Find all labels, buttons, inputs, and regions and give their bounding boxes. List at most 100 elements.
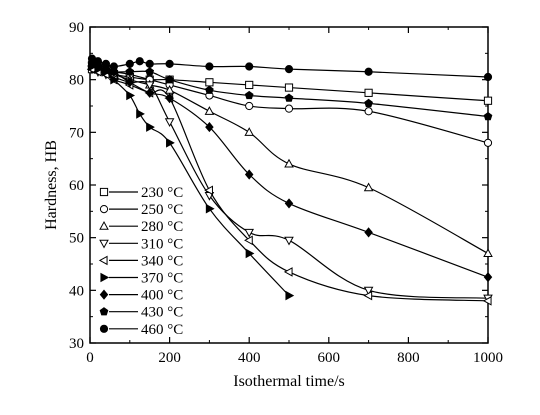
data-point bbox=[245, 248, 255, 259]
data-point bbox=[135, 57, 144, 66]
y-tick-label: 30 bbox=[69, 336, 84, 352]
data-point bbox=[126, 90, 135, 101]
data-point bbox=[483, 96, 493, 105]
data-point bbox=[166, 138, 175, 148]
data-point bbox=[285, 290, 295, 301]
legend-label: 340 °C bbox=[141, 253, 183, 269]
data-point bbox=[284, 83, 294, 92]
data-point bbox=[164, 118, 175, 127]
data-point bbox=[125, 77, 135, 88]
data-point bbox=[205, 121, 214, 133]
data-point bbox=[363, 286, 374, 296]
y-tick-labels: 30 40 50 60 70 80 90 bbox=[69, 20, 84, 352]
data-point bbox=[364, 88, 373, 97]
data-point bbox=[364, 67, 373, 76]
data-point bbox=[284, 198, 294, 209]
legend-entry: 430 °C bbox=[99, 305, 183, 321]
legend-label: 400 °C bbox=[141, 288, 183, 304]
legend-entry: 460 °C bbox=[99, 322, 183, 338]
data-point bbox=[205, 85, 214, 94]
data-point bbox=[363, 182, 374, 192]
legend-entry: 400 °C bbox=[99, 288, 183, 304]
data-point bbox=[205, 203, 215, 214]
data-point bbox=[245, 101, 254, 111]
legend-label: 370 °C bbox=[141, 271, 183, 287]
data-point bbox=[483, 72, 493, 82]
series-8 bbox=[87, 54, 493, 82]
x-tick-label: 800 bbox=[397, 350, 420, 366]
legend-label: 250 °C bbox=[141, 202, 183, 218]
x-tick-label: 400 bbox=[238, 350, 261, 366]
legend-entry: 230 °C bbox=[99, 185, 183, 201]
data-point bbox=[165, 92, 174, 104]
data-point bbox=[482, 296, 492, 306]
y-tick-label: 80 bbox=[69, 73, 84, 89]
data-point bbox=[204, 185, 213, 196]
data-point bbox=[109, 62, 118, 71]
y-tick-label: 50 bbox=[69, 231, 84, 247]
data-point bbox=[136, 109, 145, 119]
data-point bbox=[99, 221, 109, 230]
axis-ticks bbox=[89, 26, 489, 344]
data-point bbox=[244, 235, 253, 246]
y-tick-label: 70 bbox=[69, 125, 84, 141]
data-point bbox=[244, 90, 254, 100]
data-point bbox=[483, 248, 493, 258]
data-point bbox=[363, 290, 373, 301]
data-point bbox=[284, 158, 294, 168]
y-tick-label: 90 bbox=[69, 20, 84, 36]
data-point bbox=[483, 111, 493, 121]
data-point bbox=[98, 255, 108, 266]
x-tick-label: 0 bbox=[86, 350, 94, 366]
data-point bbox=[93, 57, 103, 66]
data-point bbox=[145, 87, 154, 98]
data-point bbox=[284, 65, 294, 74]
legend-entry: 250 °C bbox=[99, 202, 183, 218]
x-tick-label: 200 bbox=[158, 350, 181, 366]
data-point bbox=[284, 93, 294, 102]
data-point bbox=[364, 98, 373, 108]
series-layer bbox=[86, 54, 493, 306]
x-tick-label: 600 bbox=[318, 350, 341, 366]
data-point bbox=[284, 236, 294, 246]
legend-label: 460 °C bbox=[141, 322, 183, 338]
data-point bbox=[99, 307, 109, 316]
data-point bbox=[245, 80, 254, 90]
legend-label: 430 °C bbox=[141, 305, 183, 321]
data-point bbox=[244, 127, 255, 136]
data-point bbox=[99, 324, 109, 333]
x-tick-label: 1000 bbox=[473, 350, 503, 366]
data-point bbox=[99, 289, 109, 300]
data-point bbox=[125, 59, 134, 68]
x-axis-label: Isothermal time/s bbox=[233, 373, 345, 390]
y-tick-label: 60 bbox=[69, 178, 84, 194]
x-tick-labels: 0 200 400 600 800 1000 bbox=[86, 350, 503, 366]
y-axis-label: Hardness, HB bbox=[43, 140, 60, 230]
data-point bbox=[283, 267, 293, 277]
data-point bbox=[165, 75, 174, 84]
y-tick-label: 40 bbox=[69, 283, 84, 299]
data-point bbox=[205, 62, 214, 71]
legend-label: 280 °C bbox=[141, 219, 183, 235]
data-point bbox=[125, 67, 135, 76]
data-point bbox=[244, 169, 254, 180]
data-point bbox=[99, 187, 109, 197]
legend-entry: 340 °C bbox=[98, 253, 183, 269]
data-point bbox=[245, 62, 254, 71]
data-point bbox=[364, 107, 373, 116]
data-point bbox=[284, 104, 294, 113]
data-point bbox=[165, 59, 174, 68]
data-point bbox=[483, 272, 493, 283]
data-point bbox=[204, 106, 215, 115]
legend-entry: 280 °C bbox=[99, 219, 183, 235]
data-point bbox=[205, 78, 214, 87]
data-point bbox=[99, 239, 109, 249]
data-point bbox=[145, 59, 154, 68]
data-point bbox=[244, 228, 255, 238]
legend-label: 230 °C bbox=[141, 185, 183, 201]
data-point bbox=[364, 227, 373, 238]
series-5 bbox=[88, 61, 295, 301]
data-point bbox=[99, 205, 109, 214]
